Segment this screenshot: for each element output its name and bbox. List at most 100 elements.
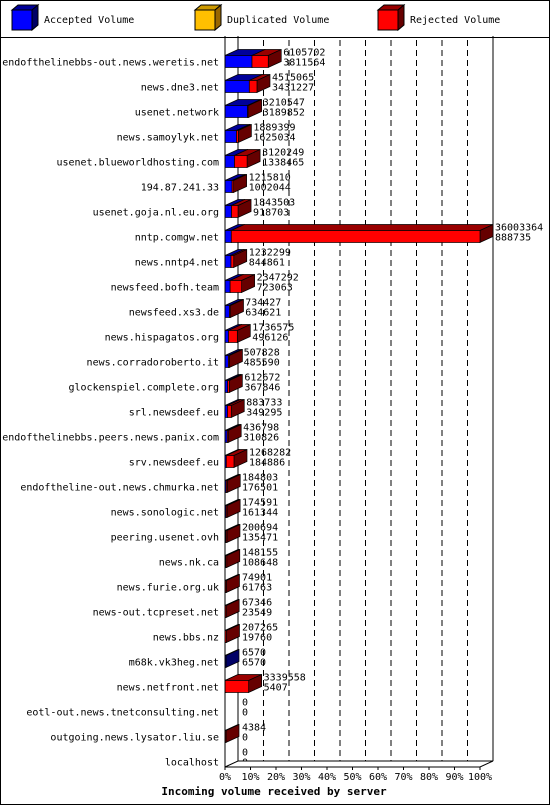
bar-segment-rejected-volume <box>227 398 245 419</box>
total-value-label: 734427 <box>245 298 281 309</box>
accepted-value-label: 184886 <box>249 458 285 469</box>
accepted-value-label: 161344 <box>242 508 278 519</box>
grid <box>237 36 494 761</box>
category-label: eotl-out.news.tnetconsulting.net <box>26 708 219 719</box>
bar-segment-rejected-volume <box>247 98 262 119</box>
x-tick-label: 20% <box>267 772 285 783</box>
bar-segment-rejected-volume <box>224 598 240 619</box>
bar-segment-rejected-volume <box>231 173 247 194</box>
x-tick-label: 80% <box>420 772 438 783</box>
category-label: endoftheline-out.news.chmurka.net <box>20 483 219 494</box>
total-value-label: 507828 <box>244 348 280 359</box>
total-value-label: 2347292 <box>257 273 299 284</box>
category-label: localhost <box>165 758 219 769</box>
accepted-value-label: 5407 <box>264 683 288 694</box>
bar-segment-rejected-volume <box>230 248 248 269</box>
total-value-label: 36003364 <box>495 223 543 234</box>
legend-label-duplicated: Duplicated Volume <box>227 15 329 26</box>
bar-segment-rejected-volume <box>236 123 252 144</box>
total-value-label: 200694 <box>242 523 278 534</box>
bar-segment-rejected-volume <box>248 73 271 94</box>
total-value-label: 612672 <box>244 373 280 384</box>
category-label: news.samoylyk.net <box>117 133 219 144</box>
category-label: news.corradoroberto.it <box>87 358 219 369</box>
accepted-value-label: 23549 <box>242 608 272 619</box>
total-value-label: 3120249 <box>262 148 304 159</box>
accepted-value-label: 1002044 <box>249 183 291 194</box>
x-tick-label: 40% <box>318 772 336 783</box>
category-label: news.netfront.net <box>117 683 219 694</box>
bar-segment-rejected-volume <box>229 298 244 319</box>
accepted-value-label: 0 <box>242 708 248 719</box>
x-tick-label: 100% <box>468 772 492 783</box>
total-value-label: 174591 <box>242 498 278 509</box>
category-label: outgoing.news.lysator.liu.se <box>50 733 219 744</box>
bar-row: usenet.blueworldhosting.com 3120249133846… <box>56 148 304 169</box>
total-value-label: 3210547 <box>263 98 305 109</box>
x-tick-label: 90% <box>445 772 463 783</box>
legend-item-duplicated: Duplicated Volume <box>193 3 329 32</box>
legend: Accepted Volume Duplicated Volume Reject… <box>0 3 550 38</box>
x-tick-label: 10% <box>241 772 259 783</box>
x-axis: 0% 10% 20% 30% 40% 50% 60% 70% 80% 90% 100% <box>219 36 494 783</box>
total-value-label: 148155 <box>242 548 278 559</box>
accepted-value-label: 723063 <box>257 283 293 294</box>
bar-segment-rejected-volume <box>224 673 263 694</box>
accepted-value-label: 3811564 <box>283 58 325 69</box>
bar-segment-rejected-volume <box>231 198 252 219</box>
x-tick-label: 50% <box>343 772 361 783</box>
accepted-value-label: 19760 <box>242 633 272 644</box>
accepted-value-label: 888735 <box>495 233 531 244</box>
category-label: nntp.comgw.net <box>135 233 219 244</box>
accepted-value-label: 496126 <box>252 333 288 344</box>
total-value-label: 207265 <box>242 623 278 634</box>
accepted-value-label: 135471 <box>242 533 278 544</box>
accepted-value-label: 0 <box>242 733 248 744</box>
accepted-value-label: 485590 <box>244 358 280 369</box>
category-label: usenet.blueworldhosting.com <box>56 158 219 169</box>
total-value-label: 0 <box>242 748 248 759</box>
bar-segment-rejected-volume <box>225 523 241 544</box>
category-label: news-out.tcpreset.net <box>93 608 219 619</box>
bar-segment-rejected-volume <box>226 423 242 444</box>
total-value-label: 6105702 <box>283 48 325 59</box>
category-label: srl.newsdeef.eu <box>129 408 219 419</box>
bar-rows: endofthelinebbs-out.news.weretis.net 6105… <box>2 48 543 769</box>
bar-segment-rejected-volume <box>234 148 261 169</box>
bar-segment-rejected-volume <box>229 273 255 294</box>
total-value-label: 67346 <box>242 598 272 609</box>
bar-row: endofthelinebbs.peers.news.panix.com 4367… <box>2 423 279 444</box>
total-value-label: 74901 <box>242 573 272 584</box>
accepted-value-label: 176501 <box>242 483 278 494</box>
total-value-label: 1736575 <box>252 323 294 334</box>
category-label: news.sonologic.net <box>111 508 219 519</box>
x-tick-label: 70% <box>394 772 412 783</box>
category-label: endofthelinebbs-out.news.weretis.net <box>2 58 219 69</box>
category-label: 194.87.241.33 <box>141 183 219 194</box>
bar-segment-rejected-volume <box>251 48 282 69</box>
accepted-value-label: 310826 <box>243 433 279 444</box>
bar-row: endofthelinebbs-out.news.weretis.net 6105… <box>2 48 325 69</box>
bar-segment-accepted-volume <box>224 648 240 669</box>
accepted-value-label: 1625034 <box>253 133 295 144</box>
x-axis-label: Incoming volume received by server <box>161 785 387 798</box>
total-value-label: 436798 <box>243 423 279 434</box>
category-label: newsfeed.bofh.team <box>111 283 219 294</box>
accepted-value-label: 844861 <box>249 258 285 269</box>
